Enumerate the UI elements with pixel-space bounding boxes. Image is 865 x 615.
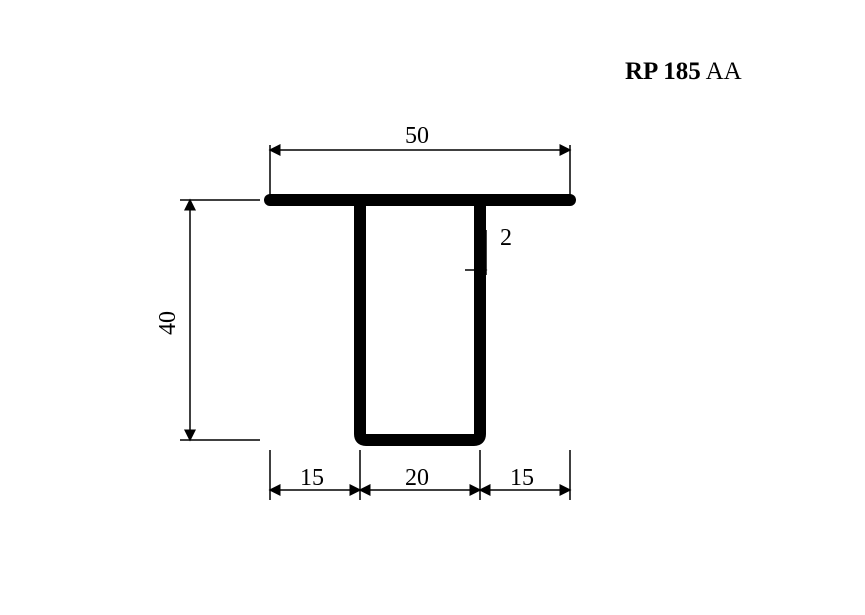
svg-text:15: 15 bbox=[300, 465, 324, 491]
svg-text:50: 50 bbox=[405, 123, 429, 149]
profile-drawing: 50 40 2 15 20 15 bbox=[0, 0, 865, 615]
svg-text:20: 20 bbox=[405, 465, 429, 491]
svg-text:40: 40 bbox=[155, 311, 181, 335]
profile-cross-section bbox=[270, 200, 570, 440]
svg-text:15: 15 bbox=[510, 465, 534, 491]
svg-text:2: 2 bbox=[500, 225, 512, 251]
